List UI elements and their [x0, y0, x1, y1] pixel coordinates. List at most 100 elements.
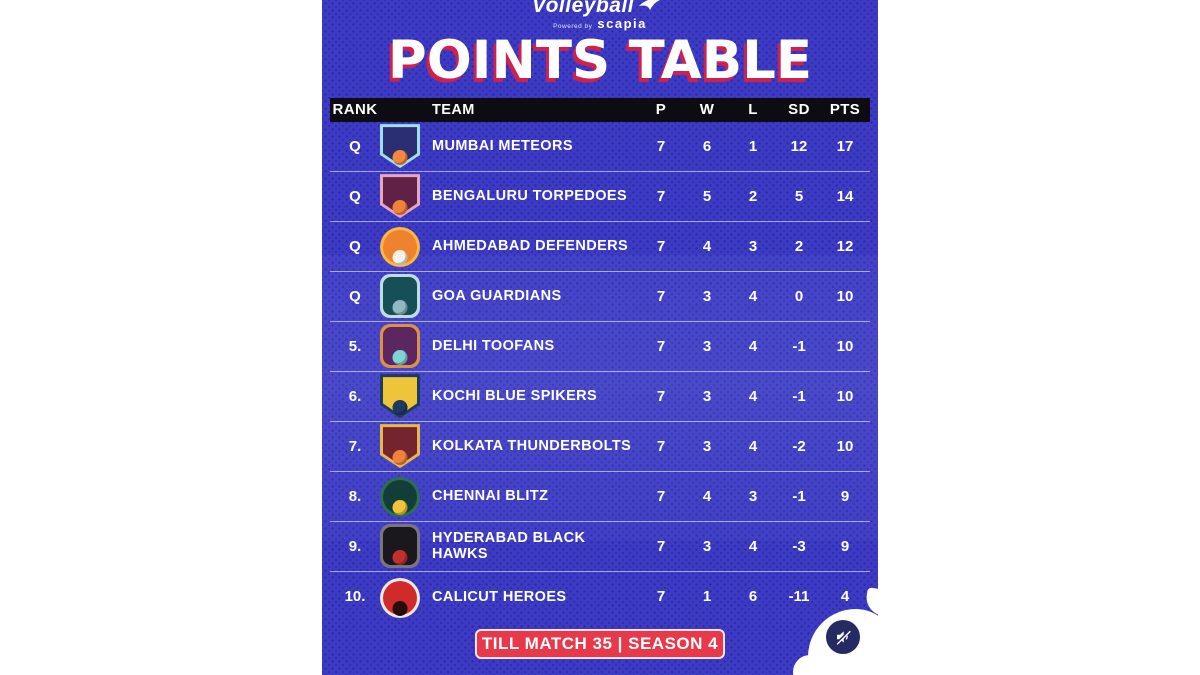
stat-points: 10 — [836, 437, 854, 455]
stat-won: 3 — [702, 437, 712, 455]
stat-sd: -11 — [788, 588, 810, 606]
stat-lost: 4 — [748, 387, 758, 405]
table-row: 8. CHENNAI BLITZ 7 4 3 -1 9 — [330, 472, 870, 522]
stat-points: 10 — [836, 287, 854, 305]
rank-label: 9. — [348, 537, 362, 555]
stat-won: 3 — [702, 287, 712, 305]
team-logo-delhi-toofans — [380, 324, 420, 369]
table-row: 5. DELHI TOOFANS 7 3 4 -1 10 — [330, 322, 870, 372]
volleyball-icon — [392, 600, 408, 616]
table-row: 7. KOLKATA THUNDERBOLTS 7 3 4 -2 10 — [330, 422, 870, 472]
table-row: Q BENGALURU TORPEDOES 7 5 2 5 14 — [330, 172, 870, 222]
table-row: Q MUMBAI METEORS 7 6 1 12 17 — [330, 122, 870, 172]
team-logo-kochi-blue-spikers — [380, 374, 420, 419]
stat-points: 9 — [840, 537, 850, 555]
stat-lost: 2 — [748, 187, 758, 205]
stat-lost: 1 — [748, 137, 758, 155]
stat-played: 7 — [656, 588, 666, 606]
header-pts: PTS — [829, 101, 861, 119]
stat-played: 7 — [656, 487, 666, 505]
header-sd: SD — [788, 101, 810, 119]
stat-won: 4 — [702, 487, 712, 505]
stat-played: 7 — [656, 537, 666, 555]
team-logo-chennai-blitz — [380, 477, 420, 518]
table-body: Q MUMBAI METEORS 7 6 1 12 17 Q — [330, 122, 870, 622]
stat-lost: 6 — [748, 588, 758, 606]
volleyball-icon — [392, 450, 408, 466]
rank-label: 7. — [348, 437, 362, 455]
stat-won: 1 — [702, 588, 712, 606]
stat-played: 7 — [656, 387, 666, 405]
team-name: MUMBAI METEORS — [432, 138, 573, 155]
stat-played: 7 — [656, 337, 666, 355]
stat-points: 9 — [840, 487, 850, 505]
stat-played: 7 — [656, 287, 666, 305]
team-logo-hyderabad-black-hawks — [380, 524, 420, 569]
table-row: 10. CALICUT HEROES 7 1 6 -11 4 — [330, 572, 870, 622]
team-name: KOCHI BLUE SPIKERS — [432, 388, 598, 405]
stat-won: 5 — [702, 187, 712, 205]
header-team: TEAM — [432, 101, 475, 118]
team-logo-kolkata-thunderbolts — [380, 424, 420, 469]
stat-points: 14 — [836, 187, 854, 205]
stat-played: 7 — [656, 187, 666, 205]
volleyball-icon — [392, 400, 408, 416]
stat-points: 10 — [836, 337, 854, 355]
stat-won: 3 — [702, 387, 712, 405]
muted-speaker-icon — [836, 630, 851, 645]
stat-lost: 3 — [748, 487, 758, 505]
stat-lost: 4 — [748, 287, 758, 305]
sponsor-name: scapia — [597, 16, 647, 31]
league-logo: Volleyball Powered by scapia — [322, 0, 878, 31]
points-table-card: Volleyball Powered by scapia POINTS TABL… — [322, 0, 878, 675]
stat-sd: 5 — [794, 187, 804, 205]
header-won: W — [699, 101, 715, 119]
season-banner-label: TILL MATCH 35 | SEASON 4 — [481, 633, 719, 653]
team-name: HYDERABAD BLACK HAWKS — [432, 530, 586, 563]
volleyball-icon — [392, 150, 408, 166]
volleyball-icon — [392, 200, 408, 216]
stat-lost: 4 — [748, 537, 758, 555]
team-name: CALICUT HEROES — [432, 588, 567, 605]
stat-sd: 0 — [794, 287, 804, 305]
stat-sd: -3 — [792, 537, 806, 555]
stat-points: 12 — [836, 237, 854, 255]
season-banner: TILL MATCH 35 | SEASON 4 — [475, 628, 725, 659]
team-logo-mumbai-meteors — [380, 124, 420, 169]
rank-label: 5. — [348, 337, 362, 355]
team-name: DELHI TOOFANS — [432, 338, 555, 355]
stat-points: 10 — [836, 387, 854, 405]
header-rank: RANK — [332, 101, 378, 119]
team-logo-calicut-heroes — [380, 577, 420, 618]
mute-button[interactable] — [826, 620, 860, 654]
table-row: 9. HYDERABAD BLACK HAWKS 7 3 4 -3 9 — [330, 522, 870, 572]
team-name: GOA GUARDIANS — [432, 288, 562, 305]
table-header: RANK TEAM P W L SD PTS — [330, 97, 870, 122]
stat-played: 7 — [656, 237, 666, 255]
stat-points: 4 — [840, 588, 850, 606]
volleyball-icon — [392, 300, 408, 316]
stat-points: 17 — [836, 137, 854, 155]
rank-label: Q — [349, 137, 361, 155]
league-wordmark: Volleyball — [531, 0, 635, 17]
team-logo-bengaluru-torpedoes — [380, 174, 420, 219]
team-name: BENGALURU TORPEDOES — [432, 188, 628, 205]
volleyball-icon — [392, 500, 408, 516]
volleyball-icon — [392, 350, 408, 366]
stat-sd: -2 — [792, 437, 806, 455]
stat-won: 4 — [702, 237, 712, 255]
stat-sd: 2 — [794, 237, 804, 255]
header-played: P — [655, 101, 667, 119]
table-row: 6. KOCHI BLUE SPIKERS 7 3 4 -1 10 — [330, 372, 870, 422]
stat-lost: 4 — [748, 337, 758, 355]
team-name: KOLKATA THUNDERBOLTS — [432, 438, 632, 455]
rank-label: 6. — [348, 387, 362, 405]
stat-won: 3 — [702, 337, 712, 355]
bird-swoosh-icon — [639, 0, 660, 10]
page-title: POINTS TABLE — [387, 30, 813, 91]
team-name: AHMEDABAD DEFENDERS — [432, 238, 629, 255]
stat-won: 3 — [702, 537, 712, 555]
stat-sd: -1 — [792, 337, 806, 355]
team-logo-ahmedabad-defenders — [380, 227, 420, 268]
